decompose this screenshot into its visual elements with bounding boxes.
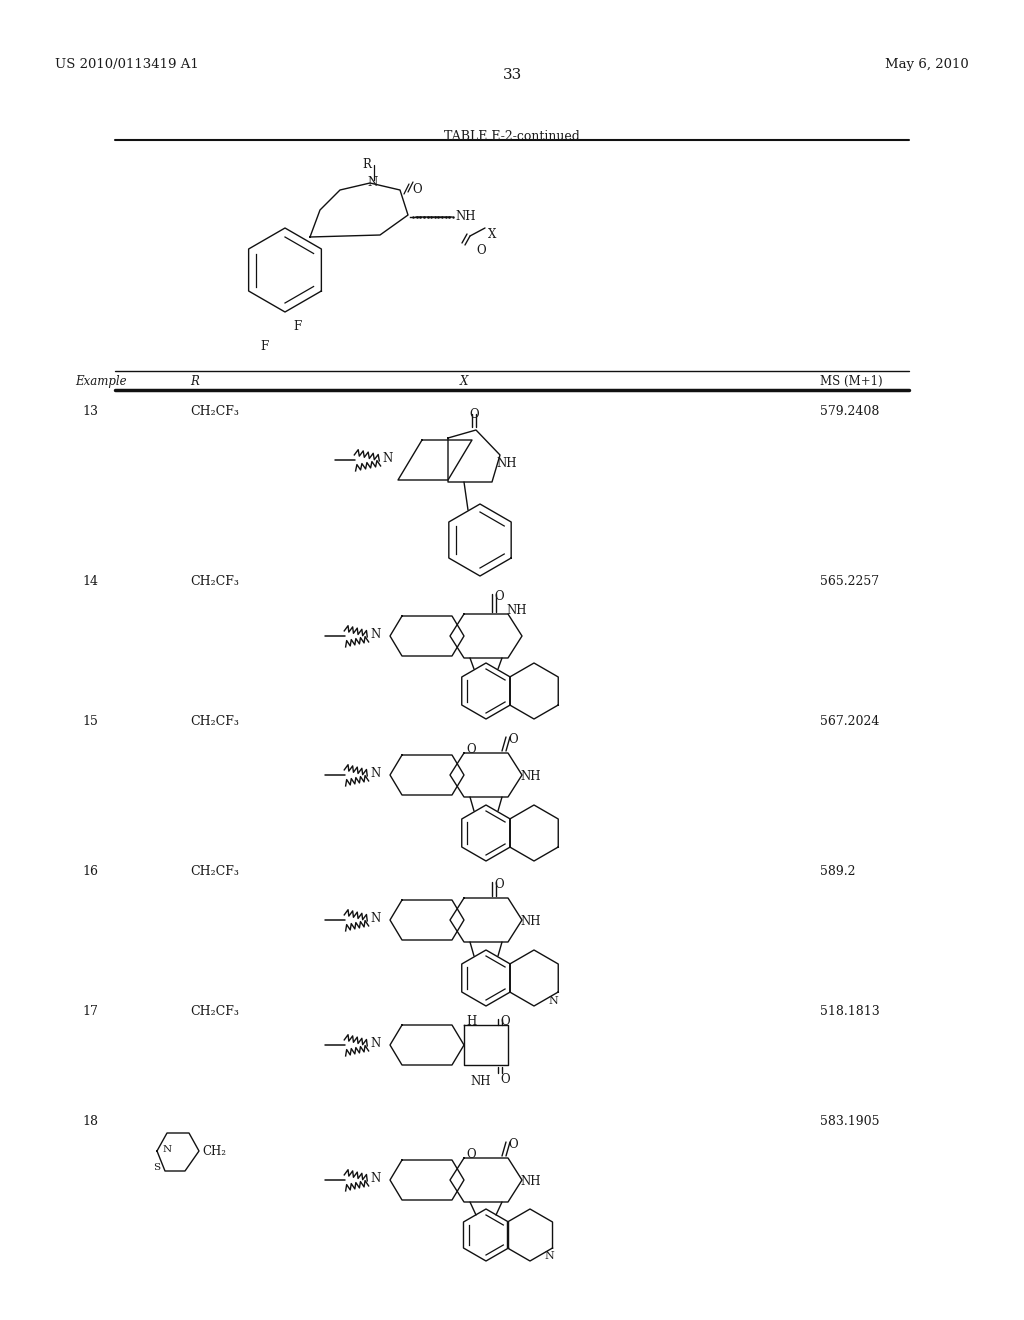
Text: 579.2408: 579.2408: [820, 405, 880, 418]
Text: O: O: [508, 1138, 517, 1151]
Text: MS (M+1): MS (M+1): [820, 375, 883, 388]
Text: 18: 18: [82, 1115, 98, 1129]
Text: O: O: [476, 244, 485, 257]
Text: US 2010/0113419 A1: US 2010/0113419 A1: [55, 58, 199, 71]
Text: R: R: [190, 375, 199, 388]
Text: TABLE E-2-continued: TABLE E-2-continued: [444, 129, 580, 143]
Text: CH₂CF₃: CH₂CF₃: [190, 865, 239, 878]
Text: 15: 15: [82, 715, 98, 729]
Text: CH₂CF₃: CH₂CF₃: [190, 715, 239, 729]
Text: N: N: [370, 912, 380, 925]
Text: NH: NH: [506, 605, 526, 616]
Text: X: X: [460, 375, 468, 388]
Text: O: O: [494, 590, 504, 603]
Text: 567.2024: 567.2024: [820, 715, 880, 729]
Text: N: N: [382, 451, 392, 465]
Text: 583.1905: 583.1905: [820, 1115, 880, 1129]
Text: O: O: [500, 1015, 510, 1028]
Text: CH₂CF₃: CH₂CF₃: [190, 405, 239, 418]
Text: Example: Example: [75, 375, 127, 388]
Text: 13: 13: [82, 405, 98, 418]
Text: S: S: [153, 1163, 160, 1172]
Text: May 6, 2010: May 6, 2010: [886, 58, 969, 71]
Text: N: N: [544, 1251, 554, 1261]
Text: X: X: [488, 228, 497, 242]
Text: 518.1813: 518.1813: [820, 1005, 880, 1018]
Text: NH: NH: [470, 1074, 490, 1088]
Text: F: F: [293, 319, 301, 333]
Text: N: N: [370, 1038, 380, 1049]
Text: CH₂CF₃: CH₂CF₃: [190, 1005, 239, 1018]
Text: NH: NH: [455, 210, 475, 223]
Text: N: N: [370, 767, 380, 780]
Text: R: R: [362, 158, 371, 172]
Text: NH: NH: [520, 770, 541, 783]
Text: NH: NH: [496, 457, 516, 470]
Text: N: N: [548, 997, 558, 1006]
Text: N: N: [370, 628, 380, 642]
Text: O: O: [494, 878, 504, 891]
Text: O: O: [466, 743, 475, 756]
Text: CH₂: CH₂: [202, 1144, 226, 1158]
Text: 33: 33: [503, 69, 521, 82]
Text: 565.2257: 565.2257: [820, 576, 880, 587]
Text: N: N: [163, 1144, 172, 1154]
Text: NH: NH: [520, 915, 541, 928]
Text: O: O: [469, 408, 479, 421]
Text: O: O: [412, 183, 422, 195]
Text: H: H: [466, 1015, 476, 1028]
Text: 14: 14: [82, 576, 98, 587]
Text: NH: NH: [520, 1175, 541, 1188]
Text: 589.2: 589.2: [820, 865, 855, 878]
Text: 17: 17: [82, 1005, 98, 1018]
Text: O: O: [466, 1148, 475, 1162]
Text: O: O: [500, 1073, 510, 1086]
Text: O: O: [508, 733, 517, 746]
Text: 16: 16: [82, 865, 98, 878]
Text: N: N: [370, 1172, 380, 1185]
Text: N: N: [367, 176, 377, 189]
Text: CH₂CF₃: CH₂CF₃: [190, 576, 239, 587]
Text: F: F: [260, 341, 268, 352]
